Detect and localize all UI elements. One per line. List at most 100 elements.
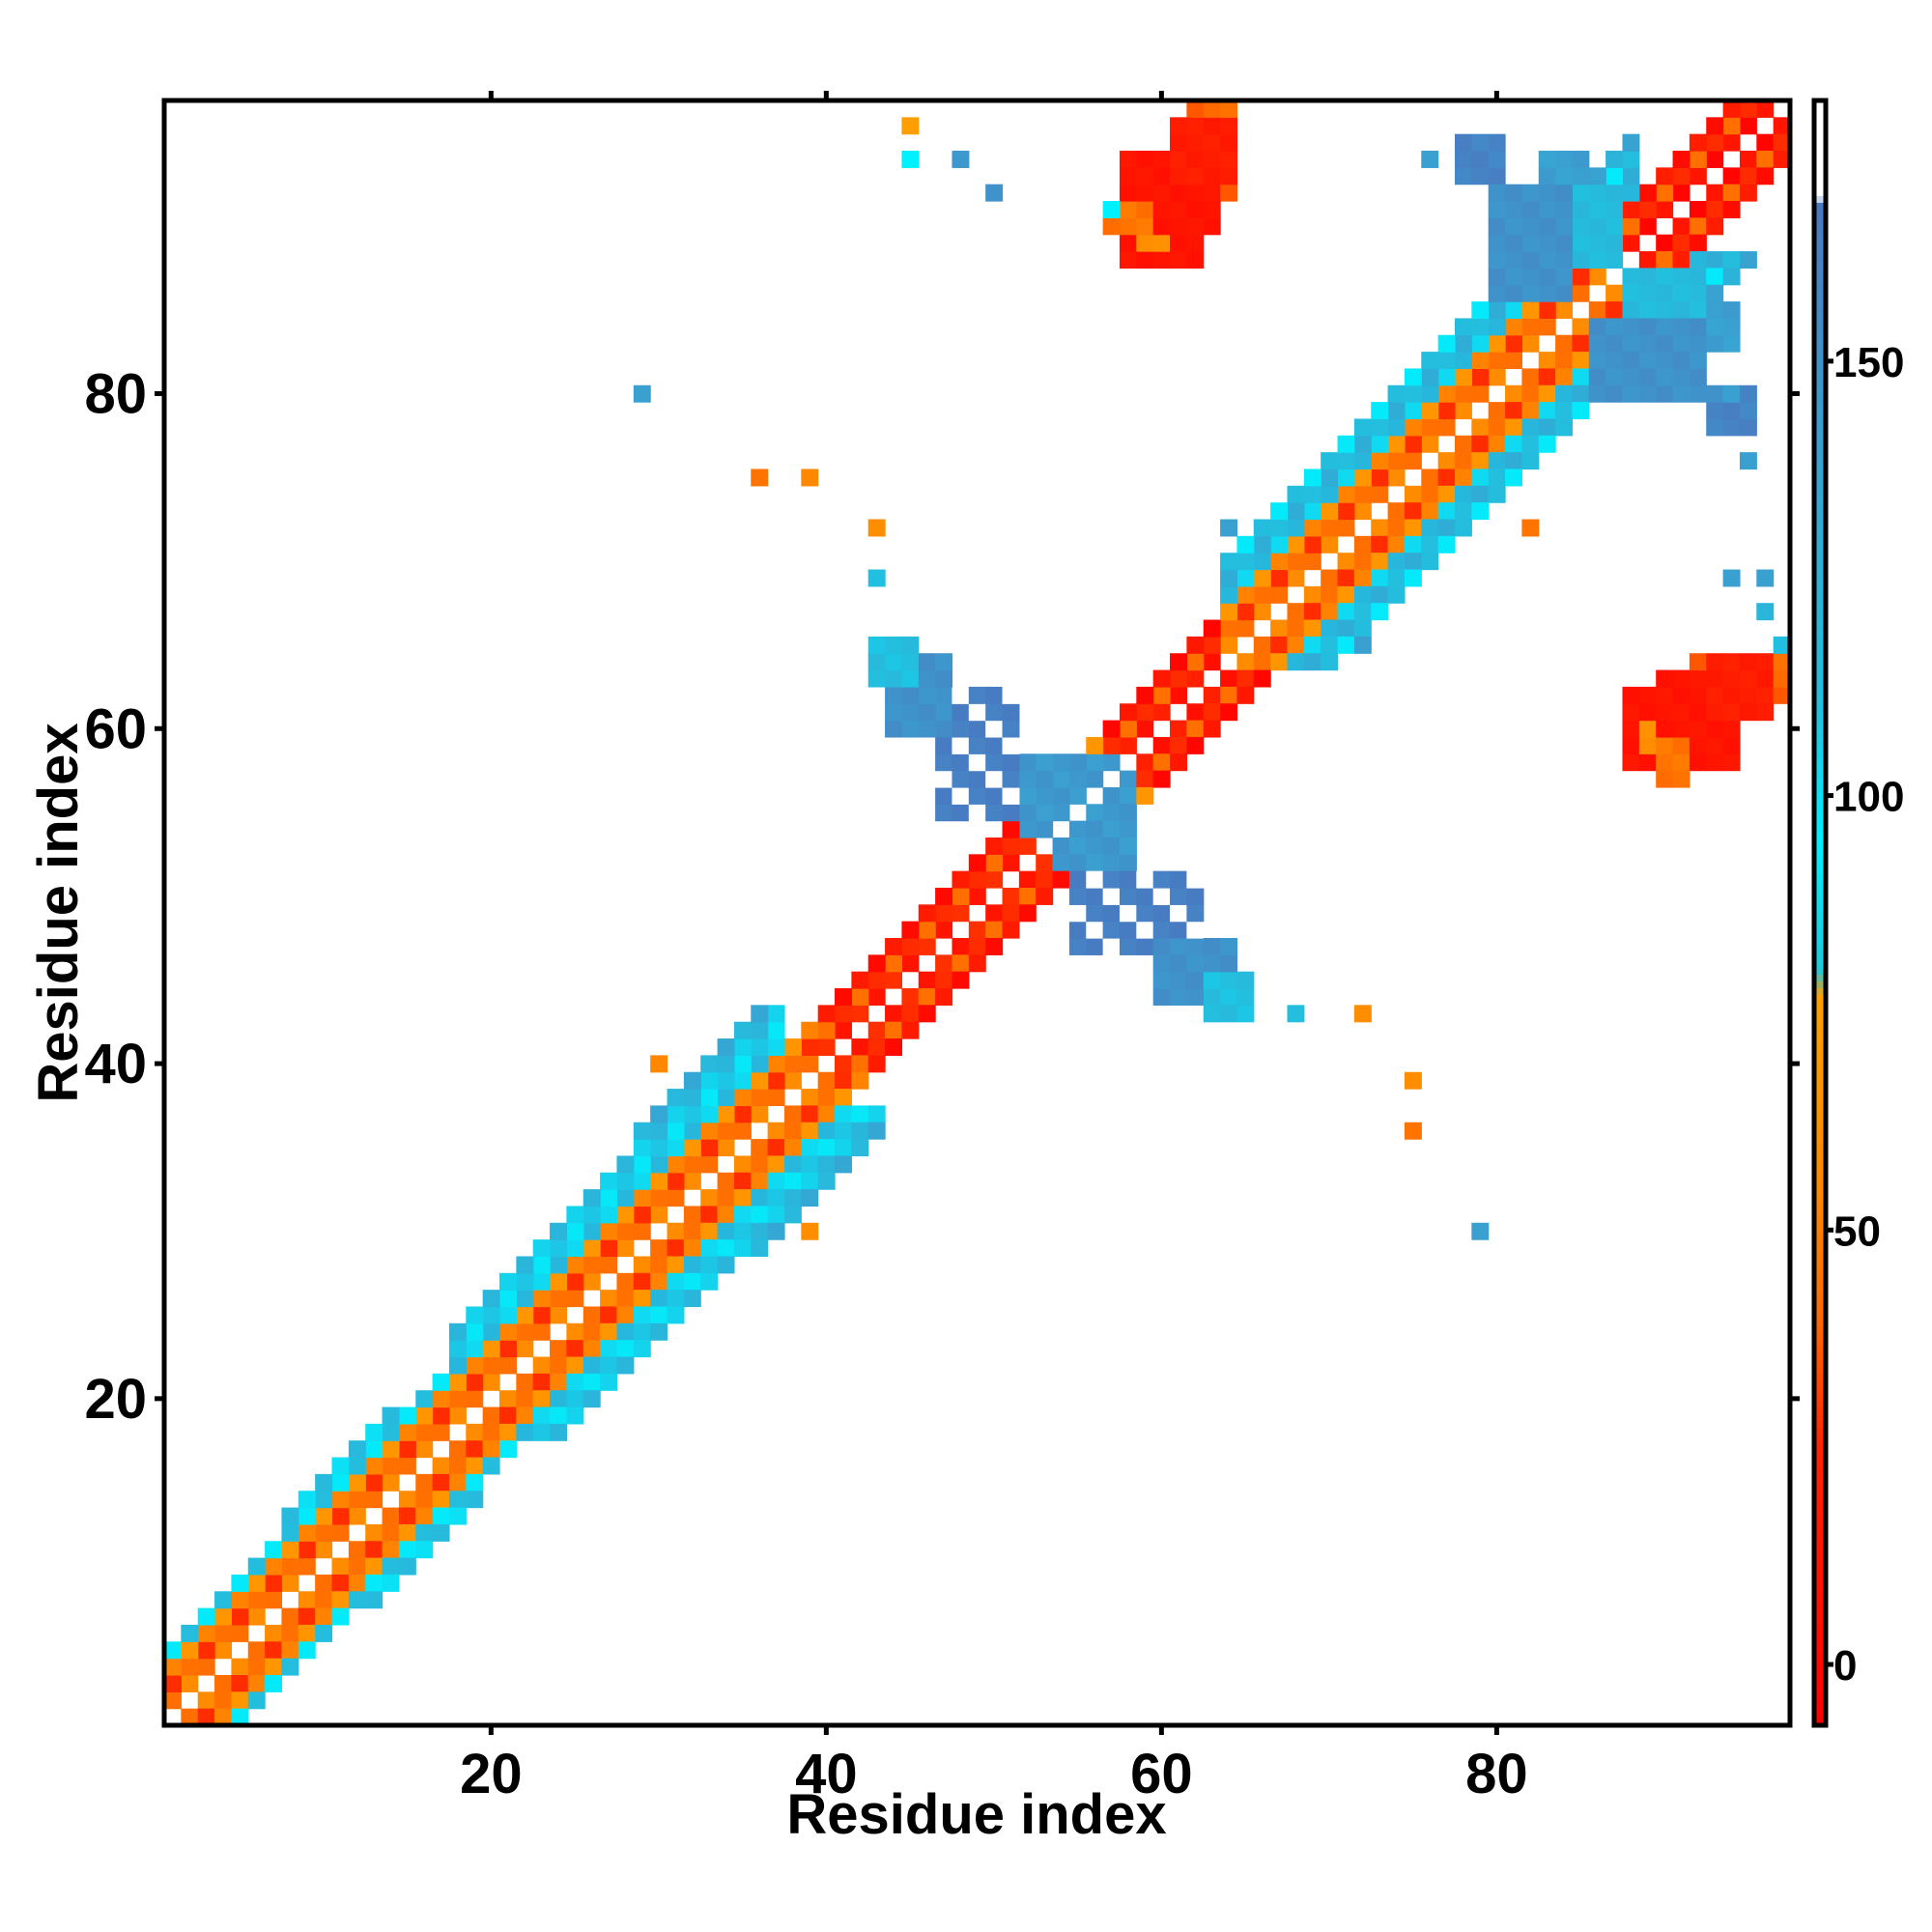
colorbar-segment [1814,1521,1826,1530]
heatmap-cell [1102,753,1121,772]
heatmap-cell [1086,870,1104,889]
colorbar-segment [1814,1325,1826,1334]
heatmap-cell [885,703,903,722]
heatmap-cell [1119,184,1137,202]
heatmap-cell [1505,268,1522,286]
heatmap-cell [935,736,953,754]
heatmap-cell [1421,368,1439,386]
colorbar-segment [1814,913,1826,921]
heatmap-cell [667,1222,685,1240]
heatmap-cell [1437,418,1456,437]
colorbar-segment [1814,689,1826,697]
heatmap-cell [751,1206,769,1224]
colorbar-segment [1814,1420,1826,1429]
heatmap-cell [851,971,869,989]
heatmap-cell [566,1256,584,1274]
heatmap-cell [1119,720,1137,738]
heatmap-cell [231,1691,249,1710]
colorbar-segment [1814,100,1826,108]
x-tick-label: 80 [1465,1743,1528,1805]
colorbar-segment [1814,1434,1826,1442]
heatmap-cell [1253,569,1271,587]
heatmap-cell [265,1624,283,1642]
colorbar-segment [1814,1643,1826,1652]
heatmap-cell [901,1021,920,1039]
heatmap-cell [1018,837,1037,855]
heatmap-cell [1437,368,1456,386]
heatmap-cell [835,1071,852,1090]
heatmap-cell [935,686,953,704]
heatmap-cell [1421,418,1439,437]
heatmap-cell [700,1139,719,1157]
heatmap-cell [582,1189,601,1208]
heatmap-cell [1119,921,1137,939]
heatmap-cell [298,1641,316,1660]
colorbar-segment [1814,114,1826,122]
heatmap-cell [298,1523,316,1542]
heatmap-cell [1236,569,1255,587]
heatmap-cell [1739,251,1757,269]
heatmap-cell [164,1658,182,1676]
heatmap-cell [1170,686,1187,704]
heatmap-cell [1303,585,1321,604]
heatmap-cell [1337,469,1355,487]
heatmap-cell [1337,452,1355,470]
heatmap-cell [767,1172,785,1190]
heatmap-cell [315,1591,333,1609]
heatmap-cell [1622,284,1640,302]
heatmap-cell [1454,519,1472,537]
heatmap-cell [181,1674,199,1692]
colorbar-segment [1814,1041,1826,1049]
heatmap-cell [835,1005,852,1023]
heatmap-cell [616,1222,635,1240]
heatmap-cell [315,1523,333,1542]
colorbar-segment [1814,1528,1826,1537]
heatmap-cell [1706,251,1724,269]
heatmap-cell [448,1440,467,1459]
heatmap-cell [633,1322,651,1341]
heatmap-cell [482,1457,500,1475]
heatmap-cell [1119,151,1137,168]
heatmap-cell [1773,669,1791,688]
heatmap-cell [1773,636,1791,654]
colorbar-segment [1814,533,1826,542]
heatmap-cell [415,1473,434,1492]
heatmap-cell [164,1674,182,1692]
heatmap-cell [1605,334,1624,353]
heatmap-cell [1404,1122,1422,1140]
heatmap-cell [767,1189,785,1208]
heatmap-cell [650,1306,668,1324]
heatmap-cell [751,1005,769,1023]
heatmap-cell [616,1356,635,1375]
heatmap-cell [1538,234,1556,252]
heatmap-cell [265,1557,283,1576]
heatmap-cell [550,1256,568,1274]
colorbar-segment [1814,1488,1826,1496]
heatmap-cell [1505,435,1522,453]
heatmap-cell [683,1155,701,1174]
heatmap-cell [1068,770,1087,788]
heatmap-cell [733,1155,752,1174]
heatmap-cell [265,1674,283,1692]
heatmap-cell [1018,887,1037,905]
heatmap-cell [851,1005,869,1023]
heatmap-cell [1521,201,1540,218]
colorbar-segment [1814,249,1826,257]
heatmap-cell [1538,352,1556,370]
heatmap-cell [717,1189,735,1208]
heatmap-cell [1152,870,1171,889]
heatmap-cell [633,1272,651,1291]
heatmap-cell [516,1423,534,1441]
heatmap-cell [1253,519,1271,537]
heatmap-cell [566,1340,584,1358]
heatmap-cell [1387,502,1406,521]
heatmap-cell [1605,251,1624,269]
heatmap-cell [600,1290,618,1308]
heatmap-cell [1521,435,1540,453]
heatmap-cell [733,1105,752,1123]
colorbar-segment [1814,804,1826,812]
heatmap-cell [1722,251,1741,269]
heatmap-cell [466,1473,484,1492]
heatmap-cell [1387,569,1406,587]
